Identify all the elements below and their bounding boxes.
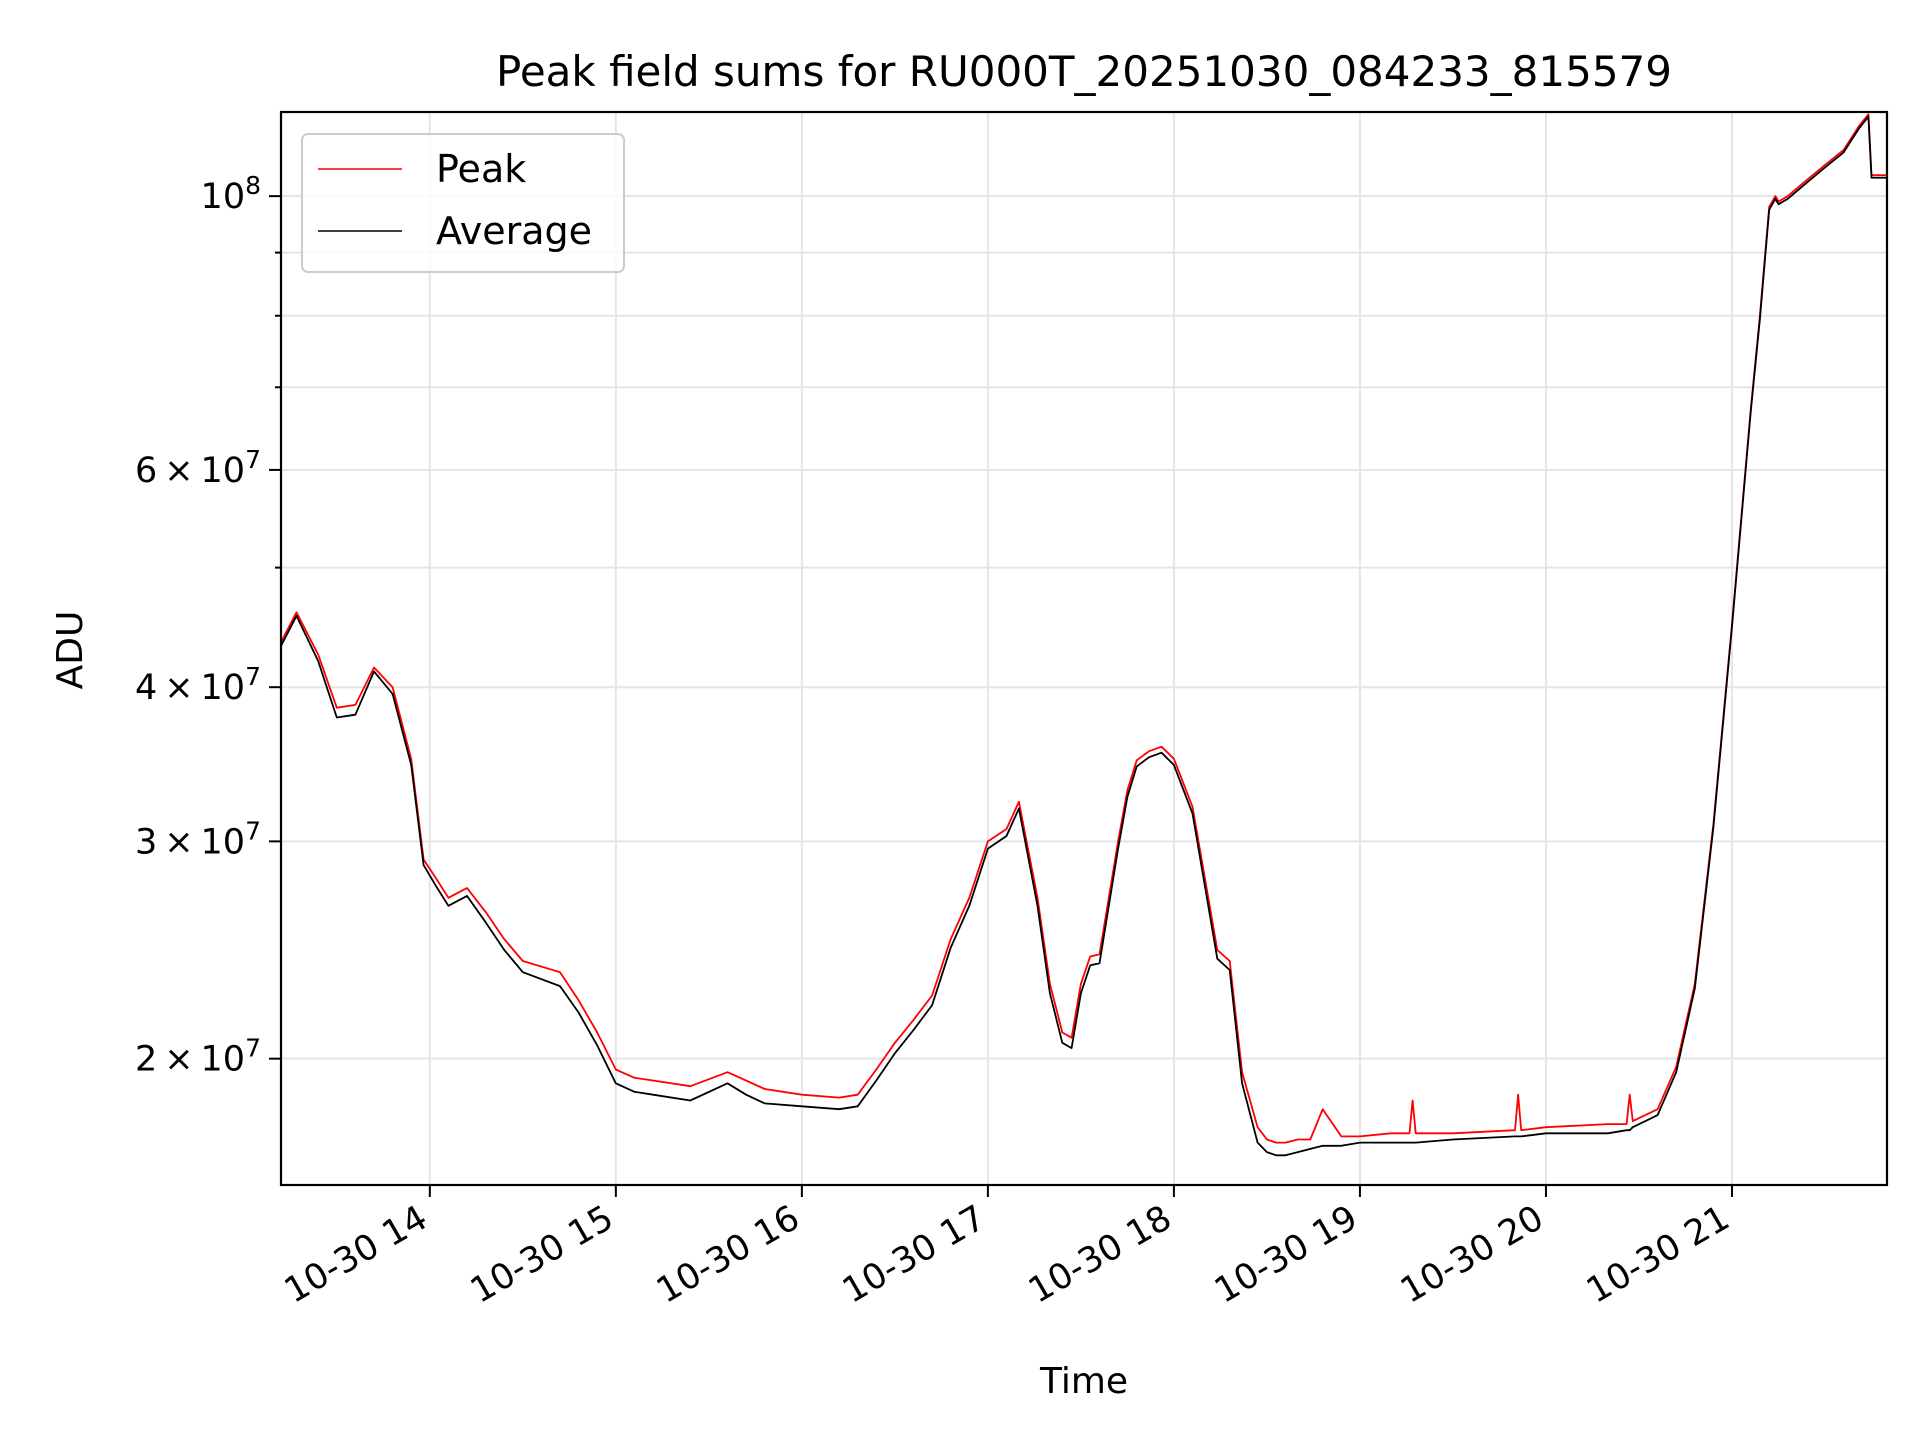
x-axis-label: Time — [1039, 1361, 1128, 1402]
legend-label-average: Average — [436, 209, 592, 253]
chart-title: Peak field sums for RU000T_20251030_0842… — [496, 47, 1672, 96]
y-tick-label: 6 × 107 — [135, 445, 261, 491]
axes-frame — [279, 110, 1889, 1187]
legend: Peak Average — [301, 133, 625, 273]
plot-lines — [280, 113, 1887, 1157]
y-tick-label: 4 × 107 — [135, 662, 261, 708]
legend-label-peak: Peak — [436, 147, 526, 191]
y-tick-label: 108 — [201, 171, 261, 217]
series-line-average — [280, 115, 1887, 1157]
y-tick-label: 2 × 107 — [135, 1034, 261, 1080]
series-line-peak — [280, 113, 1887, 1144]
grid — [281, 112, 1887, 1185]
y-axis-ticks: 2 × 107 3 × 107 4 × 107 6 × 107 108 — [135, 171, 281, 1080]
y-axis-label: ADU — [50, 611, 91, 690]
y-tick-label: 3 × 107 — [135, 816, 261, 862]
